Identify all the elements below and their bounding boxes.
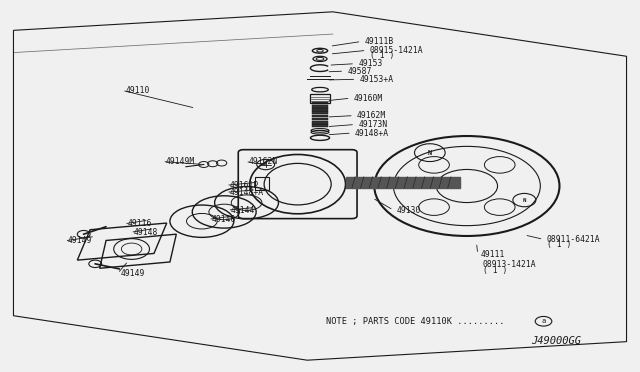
Text: 49149M: 49149M bbox=[166, 157, 195, 166]
Text: 49153+A: 49153+A bbox=[360, 75, 394, 84]
Bar bbox=[310, 94, 330, 103]
Text: 49162N: 49162N bbox=[248, 157, 278, 166]
Text: 49116: 49116 bbox=[127, 219, 152, 228]
Bar bbox=[312, 124, 328, 127]
Bar bbox=[312, 111, 328, 114]
Bar bbox=[312, 108, 328, 111]
Text: 08911-6421A: 08911-6421A bbox=[547, 235, 600, 244]
Text: 08913-1421A: 08913-1421A bbox=[483, 260, 536, 269]
Text: 49160M: 49160M bbox=[354, 94, 383, 103]
Text: 49111B: 49111B bbox=[365, 37, 394, 46]
Text: 49148: 49148 bbox=[134, 228, 158, 237]
Text: N: N bbox=[523, 198, 526, 203]
Text: 49148+A: 49148+A bbox=[229, 188, 264, 197]
Bar bbox=[312, 121, 328, 124]
Text: N: N bbox=[428, 150, 432, 155]
Text: 49587: 49587 bbox=[348, 67, 372, 76]
Text: J49000GG: J49000GG bbox=[531, 336, 581, 346]
Text: 49162M: 49162M bbox=[357, 111, 387, 120]
Text: 49148+A: 49148+A bbox=[355, 128, 389, 138]
Text: ( 1 ): ( 1 ) bbox=[547, 240, 571, 250]
Text: 49110: 49110 bbox=[125, 86, 150, 95]
Bar bbox=[312, 105, 328, 108]
Text: 49161P: 49161P bbox=[229, 181, 259, 190]
Bar bbox=[255, 177, 269, 190]
Text: ( 1 ): ( 1 ) bbox=[370, 51, 394, 60]
Text: 08915-1421A: 08915-1421A bbox=[370, 46, 424, 55]
Text: 49173N: 49173N bbox=[358, 120, 388, 129]
Text: 49149: 49149 bbox=[68, 236, 92, 246]
Text: ( 1 ): ( 1 ) bbox=[483, 266, 508, 275]
Text: 49149: 49149 bbox=[121, 269, 145, 278]
Text: 49144: 49144 bbox=[230, 206, 255, 215]
Bar bbox=[312, 115, 328, 117]
Text: 49153: 49153 bbox=[358, 59, 383, 68]
Text: 49140: 49140 bbox=[211, 215, 236, 224]
Text: NOTE ; PARTS CODE 49110K .........: NOTE ; PARTS CODE 49110K ......... bbox=[326, 317, 510, 326]
Text: 49111: 49111 bbox=[481, 250, 506, 259]
Bar bbox=[312, 118, 328, 121]
Text: 49130: 49130 bbox=[397, 206, 421, 215]
Bar bbox=[312, 102, 328, 105]
Text: a: a bbox=[541, 318, 546, 324]
